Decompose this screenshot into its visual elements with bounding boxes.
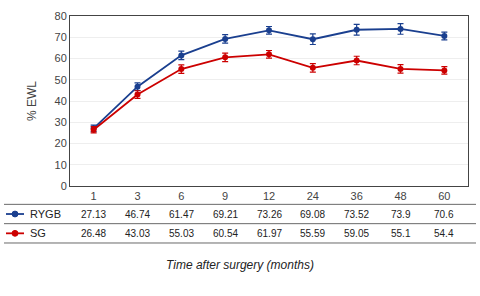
svg-text:80: 80: [55, 10, 67, 22]
svg-text:12: 12: [263, 190, 275, 202]
svg-text:55.59: 55.59: [300, 228, 325, 239]
svg-text:26.48: 26.48: [81, 228, 106, 239]
svg-text:30: 30: [55, 116, 67, 128]
svg-text:70.6: 70.6: [434, 209, 454, 220]
svg-text:Time after surgery (months): Time after surgery (months): [166, 258, 314, 272]
svg-text:54.4: 54.4: [434, 228, 454, 239]
svg-text:24: 24: [307, 190, 319, 202]
svg-text:55.1: 55.1: [391, 228, 411, 239]
svg-text:69.08: 69.08: [300, 209, 325, 220]
svg-text:59.05: 59.05: [344, 228, 369, 239]
svg-text:3: 3: [134, 190, 140, 202]
svg-text:60: 60: [438, 190, 450, 202]
svg-text:70: 70: [55, 31, 67, 43]
svg-text:6: 6: [178, 190, 184, 202]
svg-text:RYGB: RYGB: [30, 208, 61, 220]
svg-text:SG: SG: [30, 227, 46, 239]
svg-text:55.03: 55.03: [169, 228, 194, 239]
svg-text:73.26: 73.26: [257, 209, 282, 220]
svg-text:48: 48: [394, 190, 406, 202]
svg-text:43.03: 43.03: [125, 228, 150, 239]
svg-text:27.13: 27.13: [81, 209, 106, 220]
svg-text:0: 0: [61, 180, 67, 192]
svg-text:20: 20: [55, 137, 67, 149]
svg-text:60.54: 60.54: [213, 228, 238, 239]
svg-text:50: 50: [55, 74, 67, 86]
svg-text:73.52: 73.52: [344, 209, 369, 220]
svg-text:60: 60: [55, 52, 67, 64]
svg-text:61.47: 61.47: [169, 209, 194, 220]
svg-text:40: 40: [55, 95, 67, 107]
svg-text:9: 9: [222, 190, 228, 202]
svg-text:46.74: 46.74: [125, 209, 150, 220]
svg-text:36: 36: [351, 190, 363, 202]
svg-text:% EWL: % EWL: [25, 81, 39, 121]
svg-text:69.21: 69.21: [213, 209, 238, 220]
svg-text:73.9: 73.9: [391, 209, 411, 220]
svg-text:61.97: 61.97: [257, 228, 282, 239]
svg-text:1: 1: [91, 190, 97, 202]
svg-text:10: 10: [55, 159, 67, 171]
